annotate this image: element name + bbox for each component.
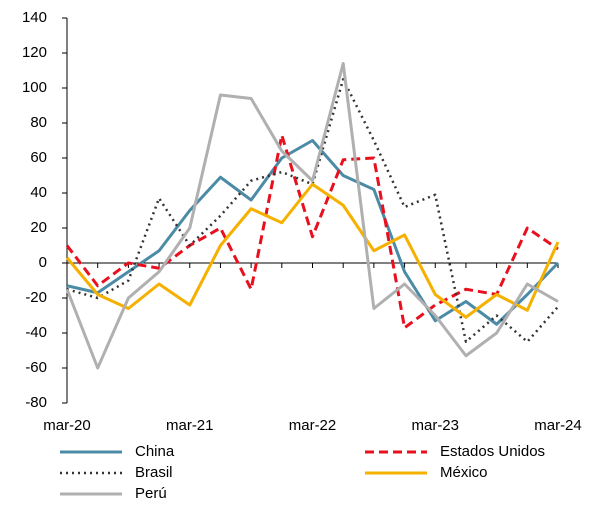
y-tick-label: 80 xyxy=(30,114,47,131)
legend-label: Estados Unidos xyxy=(440,443,545,460)
legend-label: Perú xyxy=(135,485,167,502)
series-line xyxy=(65,182,560,319)
x-tick-label: mar-21 xyxy=(166,417,214,434)
y-tick-label: -40 xyxy=(25,324,47,341)
y-tick-label: 120 xyxy=(22,44,47,61)
x-tick-label: mar-24 xyxy=(534,417,582,434)
y-tick-label: 20 xyxy=(30,219,47,236)
legend-label: Brasil xyxy=(135,464,173,481)
x-tick-label: mar-20 xyxy=(43,417,91,434)
y-tick-label: 140 xyxy=(22,9,47,26)
legend-label: China xyxy=(135,443,175,460)
y-tick-label: 0 xyxy=(39,254,47,271)
y-tick-label: 40 xyxy=(30,184,47,201)
y-tick-label: -20 xyxy=(25,289,47,306)
legend-label: México xyxy=(440,464,488,481)
series-line xyxy=(65,133,559,330)
series-line xyxy=(65,62,559,370)
x-tick-label: mar-23 xyxy=(411,417,459,434)
y-tick-label: -80 xyxy=(25,394,47,411)
x-tick-label: mar-22 xyxy=(289,417,337,434)
y-tick-label: -60 xyxy=(25,359,47,376)
y-tick-label: 60 xyxy=(30,149,47,166)
y-tick-label: 100 xyxy=(22,79,47,96)
